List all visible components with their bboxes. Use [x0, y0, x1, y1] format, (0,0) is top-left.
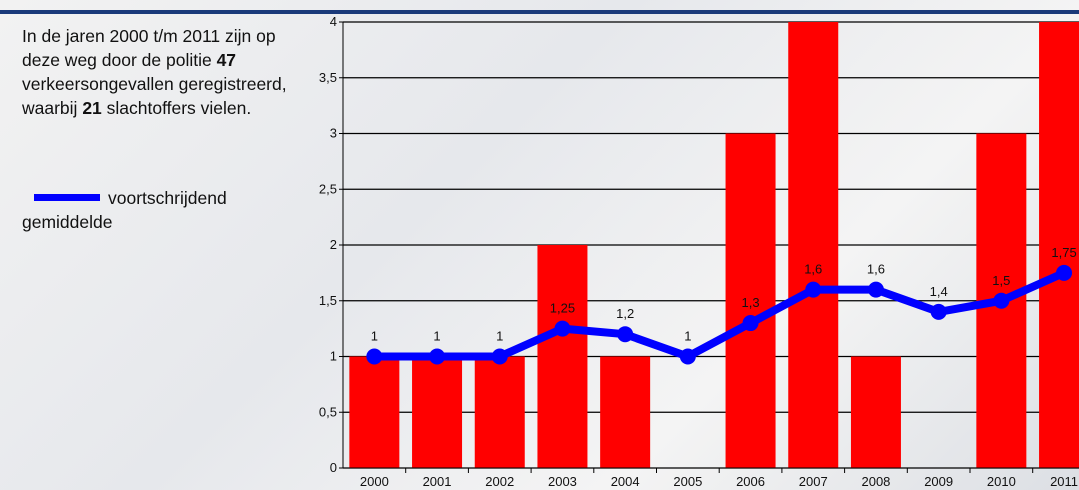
value-label: 1	[684, 329, 691, 344]
line-point	[867, 281, 884, 298]
bar	[349, 356, 400, 468]
top-bar	[0, 10, 1079, 14]
y-tick-label: 1,5	[319, 293, 337, 308]
x-tick-label: 2001	[423, 474, 452, 489]
intro-part: slachtoffers vielen.	[101, 98, 252, 118]
bar	[537, 245, 588, 468]
y-tick-label: 2,5	[319, 181, 337, 196]
line-point	[742, 315, 759, 332]
intro-part: In de jaren 2000 t/m 2011 zijn op deze w…	[22, 26, 276, 70]
line-point	[1056, 264, 1073, 281]
x-tick-label: 2010	[987, 474, 1016, 489]
legend-label: voortschrijdend gemiddelde	[22, 188, 227, 232]
line-point	[805, 281, 822, 298]
line-point	[679, 348, 696, 365]
line-point	[366, 348, 383, 365]
line-point	[993, 292, 1010, 309]
value-label: 1	[496, 329, 503, 344]
value-label: 1,6	[867, 262, 885, 277]
intro-part: verkeersongevallen geregistreerd, waarbi…	[22, 74, 287, 118]
line-point	[429, 348, 446, 365]
x-tick-label: 2002	[485, 474, 514, 489]
line-point	[617, 326, 634, 343]
line-point	[930, 303, 947, 320]
y-tick-label: 0,5	[319, 404, 337, 419]
value-label: 1,75	[1051, 245, 1076, 260]
value-label: 1,6	[804, 262, 822, 277]
value-label: 1,3	[742, 295, 760, 310]
value-label: 1	[371, 329, 378, 344]
value-label: 1,5	[992, 273, 1010, 288]
x-tick-label: 2006	[736, 474, 765, 489]
value-label: 1,25	[550, 301, 575, 316]
y-tick-label: 0	[330, 460, 337, 475]
x-tick-label: 2008	[861, 474, 890, 489]
y-tick-label: 1	[330, 349, 337, 364]
value-label: 1,2	[616, 306, 634, 321]
x-tick-label: 2009	[924, 474, 953, 489]
y-tick-label: 3	[330, 126, 337, 141]
legend-swatch	[34, 194, 100, 202]
value-label: 1	[433, 329, 440, 344]
x-tick-label: 2007	[799, 474, 828, 489]
bar	[788, 22, 839, 468]
x-tick-label: 2003	[548, 474, 577, 489]
y-tick-label: 4	[330, 14, 337, 29]
bar	[600, 356, 651, 468]
intro-text: In de jaren 2000 t/m 2011 zijn op deze w…	[22, 24, 314, 120]
bar	[850, 356, 901, 468]
x-tick-label: 2011	[1050, 474, 1078, 489]
intro-number: 21	[82, 98, 102, 118]
line-point	[554, 320, 571, 337]
line	[374, 269, 1066, 361]
bar	[1039, 22, 1079, 468]
legend: voortschrijdend gemiddelde	[22, 186, 282, 234]
x-tick-label: 2005	[673, 474, 702, 489]
y-tick-label: 3,5	[319, 70, 337, 85]
y-tick-label: 2	[330, 237, 337, 252]
bar	[725, 133, 776, 468]
intro-number: 47	[216, 50, 237, 70]
x-tick-label: 2004	[611, 474, 640, 489]
line-point	[491, 348, 508, 365]
value-label: 1,4	[930, 284, 948, 299]
x-tick-label: 2000	[360, 474, 389, 489]
bar	[412, 356, 463, 468]
bar	[474, 356, 525, 468]
